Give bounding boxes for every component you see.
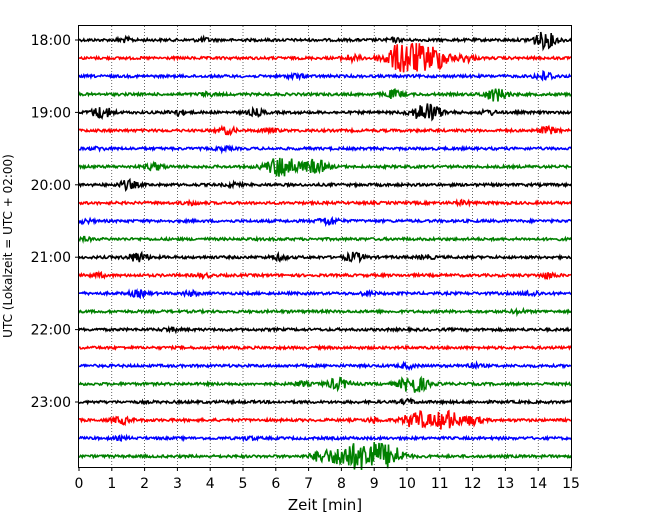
trace-1930 [78,144,572,155]
trace-1945 [78,157,571,177]
y-tick-label: 18:00 [31,33,71,49]
trace-2145 [78,306,572,318]
y-axis-ticks: 18:00 19:00 20:00 21:00 22:00 23:00 [31,33,79,411]
trace-1845 [78,88,572,102]
x-tick-label: 14 [529,476,547,492]
trace-2130 [79,288,572,300]
x-tick-label: 4 [206,476,215,492]
x-tick-label: 1 [107,476,116,492]
x-tick-label: 11 [431,476,449,492]
x-axis-ticks: 0 1 2 3 4 5 6 7 8 9 10 11 12 13 14 15 [75,467,580,492]
x-tick-label: 3 [173,476,182,492]
trace-2215 [78,343,572,352]
trace-2200 [78,325,572,335]
trace-2015 [78,198,572,208]
trace-2115 [78,270,572,281]
y-tick-label: 23:00 [31,395,71,411]
trace-2230 [78,360,572,371]
x-tick-label: 0 [75,476,84,492]
y-tick-label: 19:00 [31,105,71,121]
x-axis-label: Zeit [min] [288,496,362,514]
x-tick-label: 6 [271,476,280,492]
y-tick-label: 20:00 [31,178,71,194]
trace-2000 [78,177,572,193]
seismic-traces [78,31,572,470]
x-tick-label: 7 [304,476,313,492]
x-tick-label: 9 [370,476,379,492]
trace-1915 [78,124,572,137]
trace-1830 [78,69,572,82]
plot-frame [78,25,572,468]
x-tick-label: 8 [337,476,346,492]
trace-1900 [78,103,572,122]
x-tick-label: 5 [239,476,248,492]
trace-2330 [78,433,572,443]
x-tick-label: 12 [464,476,482,492]
trace-2315 [79,409,572,430]
trace-2345 [78,442,572,470]
trace-1815 [78,42,572,73]
trace-2045 [78,235,572,244]
y-tick-label: 22:00 [31,323,71,339]
x-tick-label: 13 [496,476,514,492]
x-tick-label: 10 [398,476,416,492]
x-tick-label: 2 [140,476,149,492]
y-axis-label: UTC (Lokalzeit = UTC + 02:00) [1,154,15,338]
x-tick-label: 15 [562,476,580,492]
trace-2100 [78,250,572,264]
y-tick-label: 21:00 [31,250,71,266]
trace-2245 [78,375,572,393]
trace-2030 [78,215,572,228]
trace-2300 [78,396,572,406]
trace-1800 [78,31,572,52]
